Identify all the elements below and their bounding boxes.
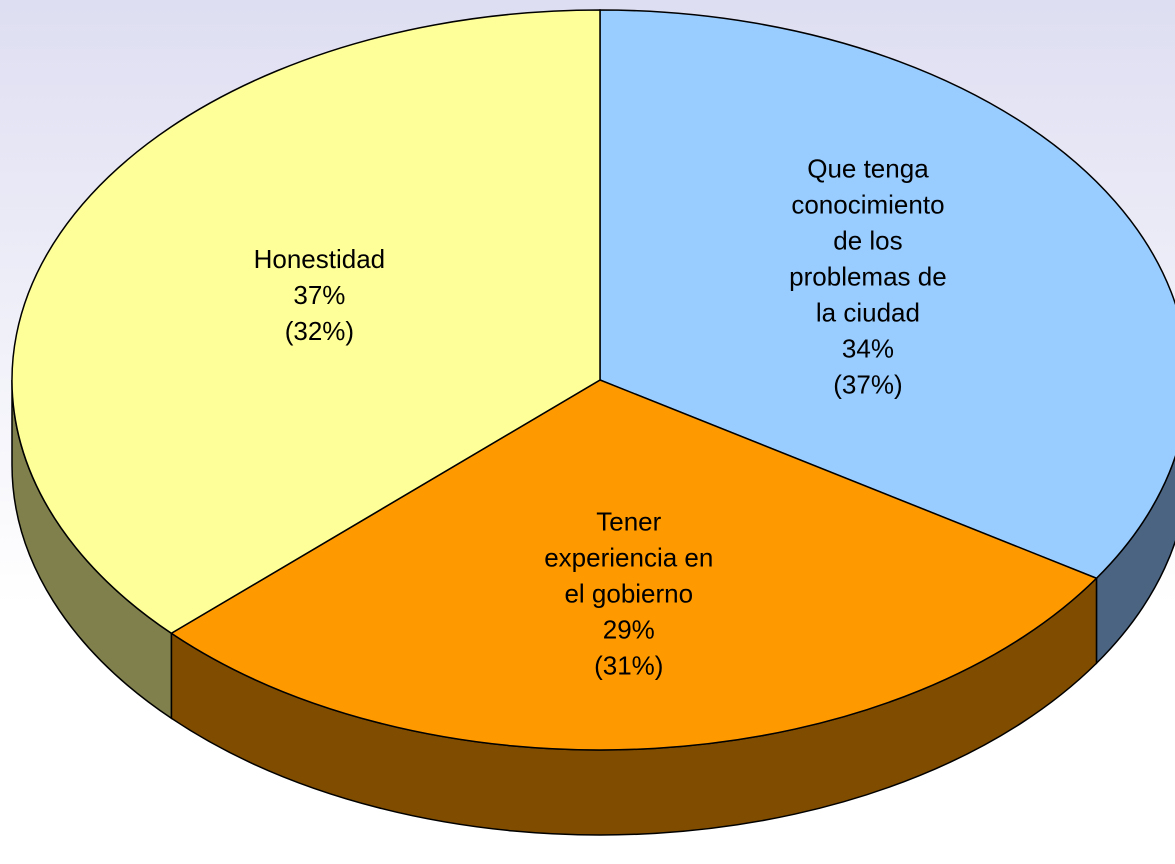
value-label: 37% [293,280,345,310]
slice [11,9,601,635]
slice [599,9,1175,580]
value-label: 34% [842,334,894,364]
category-label: Tener experiencia en el gobierno [544,507,713,609]
slice-label: Tener experiencia en el gobierno 29% (31%) [544,507,713,681]
slice-label: Que tenga conocimiento de los problemas de l… [789,154,947,400]
slice [169,379,1098,751]
category-label: Que tenga conocimiento de los problemas de l… [789,154,947,328]
secondary-label: (32%) [285,316,354,346]
secondary-label: (37%) [833,370,902,400]
value-label: 29% [603,615,655,645]
category-label: Honestidad [254,244,386,274]
secondary-label: (31%) [594,651,663,681]
slice-label: Honestidad 37% (32%) [254,244,386,346]
